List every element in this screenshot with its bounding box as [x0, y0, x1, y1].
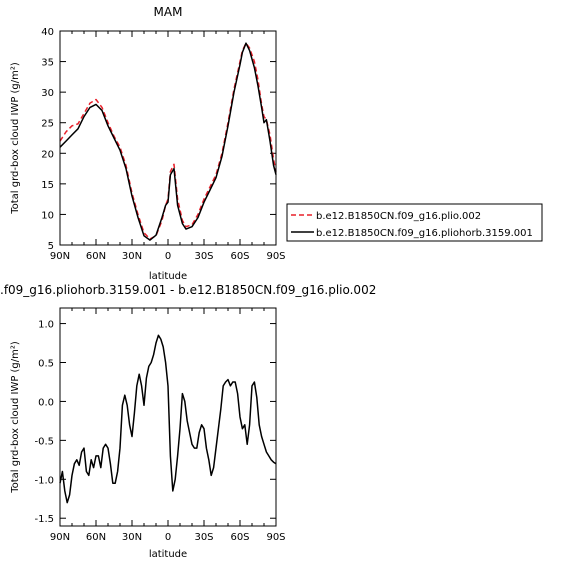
top-chart: MAM Total grd-box cloud IWP (g/m²) latit… [10, 5, 286, 282]
x-tick-label: 90S [266, 532, 285, 543]
y-tick-label: 0.5 [38, 359, 54, 370]
x-tick-label: 90S [266, 251, 285, 262]
top-chart-xlabel: latitude [149, 271, 187, 282]
top-chart-title: MAM [154, 5, 183, 19]
y-tick-label: -1.5 [34, 514, 54, 525]
bottom-chart-plot-area: 90N 60N 30N 0 30S 60S 90S 1.0 0.5 0.0 -0.5 -1.0 -1.5 [34, 308, 286, 543]
x-tick-label: 30S [194, 532, 213, 543]
y-tick-label: 20 [41, 149, 54, 160]
top-chart-ylabel: Total grd-box cloud IWP (g/m²) [10, 62, 21, 215]
legend-box [286, 203, 543, 242]
bottom-chart-ylabel-wrap: Total grd-box cloud IWP (g/m²) [10, 341, 21, 494]
bottom-chart-ylabel: Total grd-box cloud IWP (g/m²) [10, 341, 21, 494]
series-line-0-0 [59, 42, 277, 240]
series-line-1-0 [59, 334, 277, 504]
top-chart-ylabel-wrap: Total grd-box cloud IWP (g/m²) [10, 62, 21, 215]
bottom-chart-frame [59, 307, 277, 527]
x-tick-label: 30S [194, 251, 213, 262]
y-tick-label: 1.0 [38, 320, 54, 331]
y-tick-label: -0.5 [34, 436, 54, 447]
bottom-chart-title: .f09_g16.pliohorb.3159.001 - b.e12.B1850… [0, 283, 376, 297]
x-tick-label: 60N [86, 532, 106, 543]
bottom-chart-xlabel: latitude [149, 549, 187, 560]
bottom-chart: .f09_g16.pliohorb.3159.001 - b.e12.B1850… [0, 283, 376, 560]
y-tick-label: 0.0 [38, 397, 54, 408]
y-tick-label: 5 [48, 241, 54, 252]
legend-label-plio: b.e12.B1850CN.f09_g16.plio.002 [316, 211, 481, 222]
y-tick-label: 15 [41, 180, 54, 191]
series-line-0-1 [59, 42, 277, 241]
x-tick-label: 0 [165, 532, 171, 543]
legend: b.e12.B1850CN.f09_g16.plio.002 b.e12.B18… [286, 203, 543, 242]
y-tick-label: 25 [41, 119, 54, 130]
x-tick-label: 90N [50, 532, 70, 543]
y-tick-label: 35 [41, 58, 54, 69]
y-tick-label: 30 [41, 88, 54, 99]
y-tick-label: -1.0 [34, 475, 54, 486]
top-chart-frame [59, 30, 277, 246]
top-chart-plot-area: 90N 60N 30N 0 30S 60S 90S 5 10 15 20 25 30 35 40 [41, 27, 285, 262]
y-tick-label: 10 [41, 210, 54, 221]
x-tick-label: 90N [50, 251, 70, 262]
x-tick-label: 0 [165, 251, 171, 262]
x-tick-label: 30N [122, 532, 142, 543]
x-tick-label: 60S [230, 251, 249, 262]
legend-label-pliohorb: b.e12.B1850CN.f09_g16.pliohorb.3159.001 [316, 228, 533, 239]
x-tick-label: 30N [122, 251, 142, 262]
x-tick-label: 60S [230, 532, 249, 543]
x-tick-label: 60N [86, 251, 106, 262]
y-tick-label: 40 [41, 27, 54, 38]
